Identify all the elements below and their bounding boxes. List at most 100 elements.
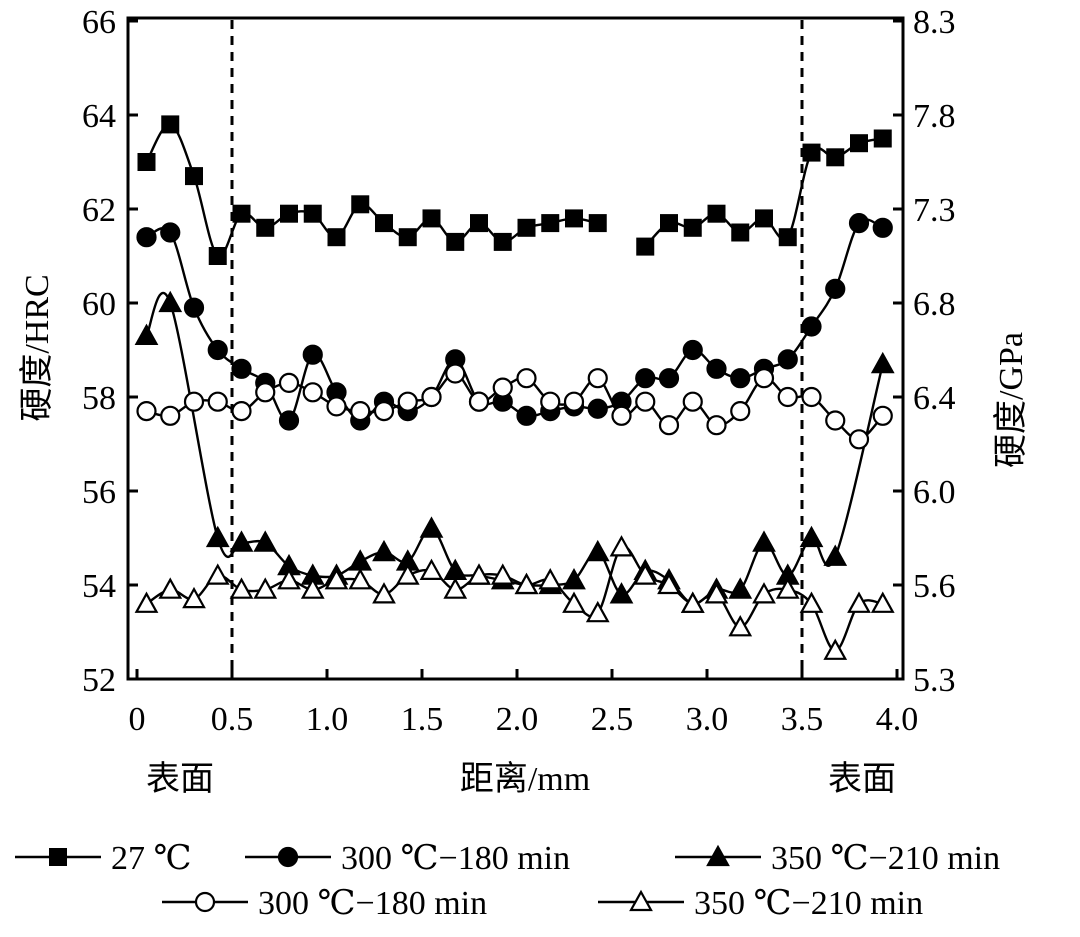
data-point-triangle-open: [205, 563, 230, 585]
x-tick-label: 1.5: [401, 701, 444, 738]
data-point-triangle-filled: [443, 558, 468, 580]
surface-label-right: 表面: [828, 760, 896, 798]
data-point-circle-open: [397, 391, 418, 412]
x-tick-label: 1.0: [306, 701, 349, 738]
data-point-square-filled: [185, 167, 203, 186]
data-point-circle-filled: [682, 339, 703, 361]
y-tick-label-right: 7.3: [913, 192, 956, 229]
data-point-circle-filled: [160, 222, 181, 243]
data-point-circle-open: [825, 410, 846, 431]
data-point-square-filled: [327, 228, 346, 247]
data-point-circle-open: [160, 405, 181, 426]
data-point-circle-filled: [825, 278, 846, 299]
data-point-triangle-open: [182, 586, 206, 609]
data-point-triangle-filled: [134, 323, 159, 345]
data-point-triangle-filled: [609, 582, 634, 604]
axis-ticks: 0 0.5 1.0 1.5 2.0 2.5 3.0 3.5 4.0 52 5.3 54 5.6 56 6.0…: [82, 4, 956, 738]
data-point-circle-open: [706, 415, 727, 436]
data-point-triangle-open: [585, 600, 610, 623]
data-point-circle-open: [730, 401, 751, 422]
data-point-square-filled: [137, 153, 156, 171]
data-point-circle-filled: [231, 358, 252, 379]
data-point-square-filled: [398, 228, 417, 247]
data-point-triangle-filled: [823, 544, 848, 566]
data-point-triangle-open: [752, 582, 776, 604]
legend-label: 350 ℃−210 min: [771, 840, 1000, 877]
data-point-triangle-open: [419, 558, 444, 580]
y-tick-label-right: 6.0: [913, 474, 956, 511]
data-point-circle-open: [231, 401, 252, 422]
y-tick-label-right: 5.6: [913, 568, 956, 605]
x-tick-label: 0: [129, 701, 146, 738]
x-tick-label: 4.0: [876, 701, 919, 738]
x-tick-label: 2.0: [496, 701, 539, 738]
data-point-square-filled: [660, 214, 678, 233]
data-point-circle-filled: [635, 368, 656, 389]
data-point-square-filled: [446, 232, 465, 251]
legend-marker-triangle-open-icon: [629, 889, 653, 912]
data-point-triangle-filled: [348, 549, 373, 571]
data-point-square-filled: [470, 214, 488, 233]
data-point-circle-open: [777, 386, 798, 408]
series-curve-triangle-filled: [145, 291, 884, 606]
data-point-square-filled: [778, 228, 797, 247]
data-point-square-filled: [493, 232, 512, 251]
data-point-square-filled: [232, 204, 251, 223]
data-point-circle-filled: [278, 410, 300, 431]
data-point-circle-open: [350, 401, 371, 422]
y-tick-label-right: 6.4: [913, 380, 956, 417]
data-point-circle-open: [563, 391, 585, 412]
data-point-square-filled: [422, 209, 441, 228]
data-point-circle-open: [848, 429, 870, 450]
data-point-triangle-filled: [799, 525, 824, 548]
data-point-triangle-filled: [728, 577, 753, 599]
data-point-triangle-open: [562, 591, 586, 613]
data-point-triangle-open: [657, 572, 681, 595]
y-tick-label-right: 8.3: [913, 4, 956, 41]
data-point-circle-filled: [658, 368, 680, 389]
data-point-circle-open: [635, 391, 656, 412]
data-point-triangle-open: [514, 572, 539, 595]
data-point-triangle-filled: [372, 539, 396, 562]
data-point-circle-open: [207, 391, 228, 412]
data-point-square-filled: [683, 218, 702, 237]
data-point-triangle-open: [277, 568, 301, 590]
data-point-triangle-open: [775, 577, 800, 599]
data-point-triangle-open: [609, 535, 634, 557]
data-point-triangle-filled: [870, 351, 895, 374]
data-point-circle-open: [872, 405, 893, 426]
data-point-circle-open: [136, 401, 157, 422]
data-point-circle-open: [658, 415, 680, 436]
data-point-triangle-filled: [419, 516, 444, 538]
y-tick-label-left: 64: [82, 98, 116, 135]
legend-item: 350 ℃−210 min: [598, 885, 923, 922]
data-point-square-filled: [850, 134, 868, 153]
data-point-circle-open: [445, 363, 466, 384]
y-tick-label-left: 60: [82, 286, 116, 323]
y-tick-label-left: 52: [82, 662, 116, 699]
data-point-square-filled: [375, 214, 393, 233]
legend-marker-triangle-filled-icon: [706, 844, 730, 867]
data-point-circle-open: [682, 391, 703, 412]
legend-label: 300 ℃−180 min: [258, 885, 487, 922]
data-point-square-filled: [588, 214, 607, 233]
data-point-circle-filled: [777, 349, 798, 370]
data-point-square-filled: [873, 129, 892, 148]
data-point-circle-open: [611, 405, 632, 426]
data-point-square-filled: [208, 247, 227, 265]
data-point-square-filled: [517, 218, 536, 237]
data-point-triangle-open: [134, 591, 159, 613]
data-point-triangle-open: [253, 577, 278, 599]
legend-marker-square-filled-icon: [49, 848, 67, 866]
x-tick-label: 2.5: [591, 701, 634, 738]
data-point-circle-open: [801, 386, 822, 408]
data-point-circle-open: [516, 368, 537, 389]
data-point-square-filled: [826, 148, 845, 167]
data-point-triangle-open: [300, 577, 325, 599]
data-point-triangle-open: [633, 563, 658, 585]
legend-item: 300 ℃−180 min: [162, 885, 487, 922]
data-point-circle-open: [753, 368, 775, 389]
data-point-circle-open: [326, 396, 347, 417]
legend-label: 300 ℃−180 min: [341, 840, 570, 877]
legend-item: 350 ℃−210 min: [675, 840, 1000, 877]
